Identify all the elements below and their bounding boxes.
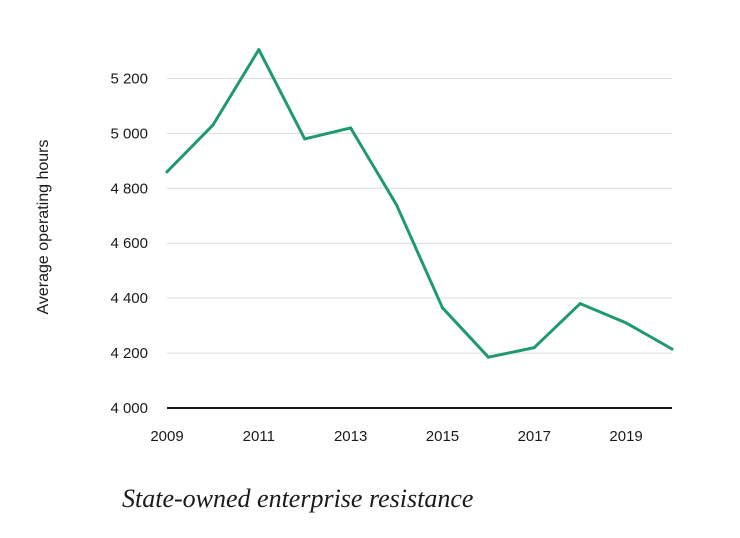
x-tick-label: 2017 <box>518 428 551 445</box>
data-point <box>532 346 536 350</box>
y-tick-label: 5 200 <box>110 70 148 87</box>
x-tick-label: 2015 <box>426 428 459 445</box>
series-line <box>165 48 674 359</box>
y-tick-label: 5 000 <box>110 125 148 142</box>
data-point <box>624 321 628 325</box>
x-tick-label: 2009 <box>150 428 183 445</box>
data-point <box>257 48 261 52</box>
y-tick-label: 4 800 <box>110 180 148 197</box>
data-point <box>578 302 582 306</box>
y-axis-label: Average operating hours <box>35 140 52 315</box>
data-point <box>349 126 353 130</box>
data-point <box>440 306 444 310</box>
gridlines <box>167 77 672 354</box>
y-tick-label: 4 400 <box>110 290 148 307</box>
data-point <box>303 137 307 141</box>
x-tick-labels: 2009 2011 2013 2015 2017 2019 <box>150 428 642 445</box>
data-point <box>211 123 215 127</box>
data-point <box>670 347 674 351</box>
y-tick-labels: 4 000 4 200 4 400 4 600 4 800 5 000 5 200 <box>110 70 148 417</box>
y-tick-label: 4 000 <box>110 400 148 417</box>
y-tick-label: 4 200 <box>110 345 148 362</box>
data-point <box>486 355 490 359</box>
y-tick-label: 4 600 <box>110 235 148 252</box>
x-tick-label: 2013 <box>334 428 367 445</box>
data-point <box>165 170 169 174</box>
x-tick-label: 2019 <box>609 428 642 445</box>
chart-caption: State-owned enterprise resistance <box>122 484 474 513</box>
x-tick-label: 2011 <box>243 428 275 445</box>
series-layer <box>165 48 674 359</box>
data-point <box>395 203 399 207</box>
